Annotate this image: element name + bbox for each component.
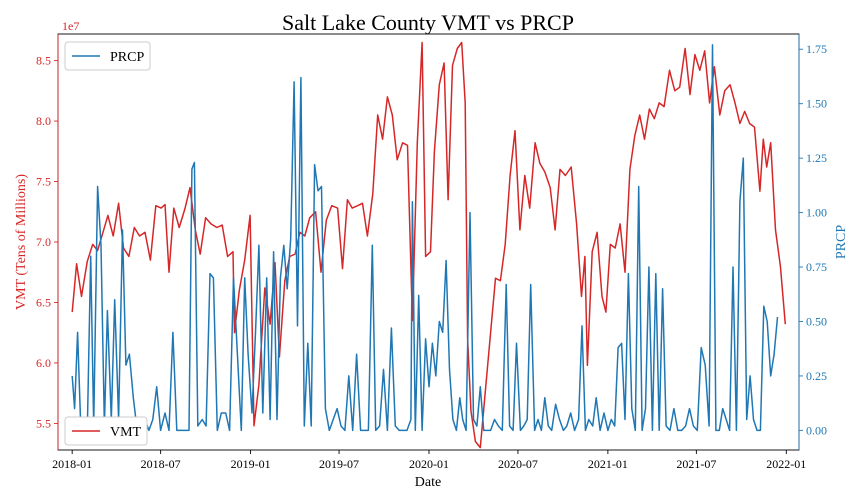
x-tick-label: 2018-07 [141,457,181,471]
right-tick-label: 1.00 [806,206,827,220]
right-tick-label: 0.75 [806,260,827,274]
right-tick-label: 0.00 [806,423,827,437]
x-tick-label: 2022-01 [766,457,806,471]
legend-prcp: PRCP [64,41,151,71]
x-tick-label: 2020-01 [409,457,449,471]
x-tick-label: 2019-01 [231,457,271,471]
series-layer [71,41,787,449]
left-tick-label: 5.5 [36,416,51,430]
series-line-prcp [71,44,779,432]
legend-vmt-box [64,416,148,446]
right-tick-label: 0.25 [806,369,827,383]
legend-prcp-label: PRCP [110,50,144,65]
right-axis-ticks: 0.00 0.25 0.50 0.75 1.00 1.25 1.50 1.75 [799,42,827,437]
right-axis-label: PRCP [834,225,849,259]
left-tick-label: 7.0 [36,235,51,249]
x-tick-label: 2021-07 [676,457,716,471]
left-tick-label: 6.5 [36,295,51,309]
legend-vmt-label: VMT [110,425,142,440]
x-axis-ticks: 2018-01 2018-07 2019-01 2019-07 2020-01 2020-… [52,450,806,471]
right-tick-label: 0.50 [806,314,827,328]
left-axis-ticks: 5.5 6.0 6.5 7.0 7.5 8.0 8.5 [36,54,58,430]
right-tick-label: 1.75 [806,42,827,56]
x-tick-label: 2019-07 [319,457,359,471]
left-tick-label: 7.5 [36,175,51,189]
left-tick-label: 8.5 [36,54,51,68]
x-tick-label: 2021-01 [588,457,628,471]
x-tick-label: 2018-01 [52,457,92,471]
right-tick-label: 1.50 [806,97,827,111]
series-line-vmt [71,41,787,449]
chart-title: Salt Lake County VMT vs PRCP [282,10,574,35]
left-axis-label: VMT (Tens of Millions) [14,174,29,310]
x-axis-label: Date [415,475,441,490]
left-tick-label: 6.0 [36,356,51,370]
x-tick-label: 2020-07 [498,457,538,471]
legend-prcp-box [64,41,151,71]
left-tick-label: 8.0 [36,114,51,128]
right-tick-label: 1.25 [806,151,827,165]
left-axis-offset-label: 1e7 [62,19,79,33]
legend-vmt: VMT [64,416,148,446]
